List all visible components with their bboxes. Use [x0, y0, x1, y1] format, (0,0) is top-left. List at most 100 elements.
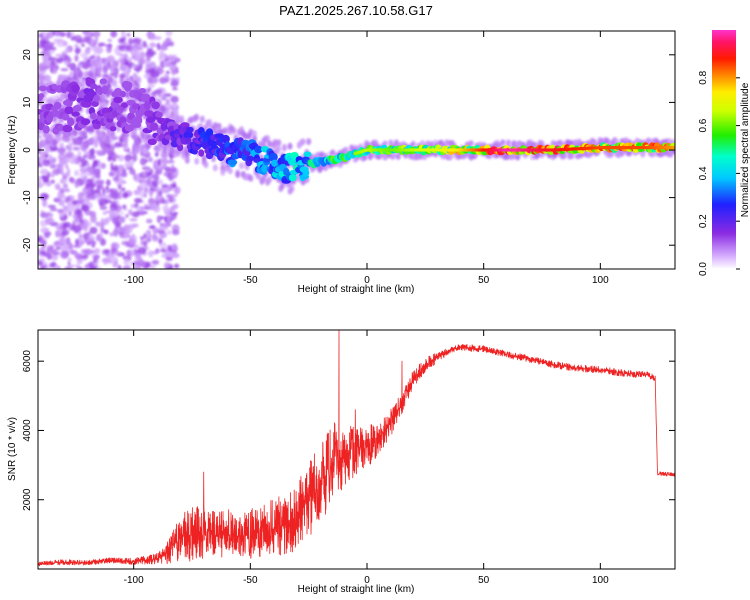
speckle-cell	[128, 38, 134, 45]
speckle-cell	[38, 175, 42, 184]
haze-cell	[444, 140, 450, 147]
haze-cell	[276, 145, 282, 153]
ridge-cell	[119, 90, 126, 98]
speckle-cell	[94, 179, 104, 186]
haze-cell	[373, 139, 379, 146]
speckle-cell	[134, 197, 143, 204]
speckle-cell	[165, 100, 170, 105]
haze-cell	[134, 137, 140, 145]
speckle-cell	[123, 207, 128, 211]
haze-cell	[235, 171, 241, 178]
speckle-cell	[119, 216, 126, 224]
y-tick-label: 4000	[22, 419, 33, 442]
haze-cell	[199, 115, 205, 123]
speckle-cell	[39, 32, 44, 39]
speckle-cell	[147, 83, 155, 88]
speckle-cell	[157, 42, 161, 51]
speckle-cell	[44, 228, 50, 232]
haze-cell	[330, 149, 336, 156]
speckle-cell	[161, 253, 169, 258]
speckle-cell	[45, 181, 52, 187]
speckle-cell	[71, 223, 76, 230]
haze-cell	[395, 153, 401, 160]
speckle-cell	[54, 240, 60, 245]
ridge-cell	[254, 145, 263, 154]
speckle-cell	[142, 40, 147, 47]
haze-cell	[627, 150, 633, 157]
speckle-cell	[59, 188, 65, 194]
speckle-cell	[69, 156, 76, 165]
speckle-cell	[148, 68, 156, 74]
ridge-cell	[155, 111, 163, 118]
speckle-cell	[128, 228, 133, 233]
ridge-cell	[261, 164, 269, 173]
haze-cell	[89, 137, 95, 145]
haze-cell	[300, 138, 306, 146]
colorbar-tick-label: 0.8	[698, 70, 709, 84]
spectrogram-y-label: Frequency (Hz)	[7, 116, 18, 185]
speckle-cell	[120, 211, 124, 216]
speckle-cell	[89, 33, 94, 38]
haze-cell	[69, 71, 75, 78]
speckle-cell	[134, 252, 141, 260]
snr-y-ticks: 2000 4000 6000	[22, 350, 675, 511]
speckle-cell	[76, 259, 83, 265]
haze-cell	[276, 139, 282, 147]
speckle-cell	[51, 157, 57, 163]
ridge-cell	[80, 118, 91, 126]
haze-cell	[500, 139, 506, 146]
speckle-cell	[68, 176, 74, 183]
speckle-cell	[63, 60, 70, 65]
spectrogram-ridge	[38, 77, 675, 184]
speckle-cell	[117, 184, 122, 190]
speckle-cell	[117, 264, 122, 269]
speckle-cell	[114, 222, 121, 229]
speckle-cell	[149, 61, 153, 66]
speckle-cell	[128, 57, 132, 63]
speckle-cell	[147, 87, 152, 92]
speckle-cell	[112, 157, 117, 162]
haze-cell	[203, 161, 209, 169]
speckle-cell	[102, 187, 106, 195]
x-tick-label: 0	[364, 575, 370, 586]
speckle-cell	[129, 249, 136, 255]
x-tick-label: 0	[364, 275, 370, 286]
speckle-cell	[161, 187, 169, 193]
speckle-cell	[143, 186, 149, 194]
speckle-cell	[100, 222, 105, 229]
haze-cell	[153, 159, 159, 167]
haze-cell	[113, 67, 119, 75]
speckle-cell	[124, 161, 131, 168]
speckle-cell	[151, 259, 160, 265]
speckle-cell	[49, 147, 59, 152]
speckle-cell	[42, 31, 47, 38]
haze-cell	[343, 146, 349, 153]
speckle-cell	[171, 164, 175, 172]
speckle-cell	[113, 73, 119, 77]
speckle-cell	[139, 51, 146, 59]
haze-cell	[173, 109, 179, 117]
haze-cell	[123, 143, 129, 151]
haze-cell	[65, 135, 71, 143]
haze-cell	[216, 122, 222, 130]
speckle-cell	[42, 40, 50, 44]
speckle-cell	[123, 258, 130, 266]
speckle-cell	[148, 202, 158, 211]
speckle-cell	[68, 264, 77, 268]
ridge-cell	[186, 126, 194, 133]
speckle-cell	[145, 33, 153, 37]
haze-cell	[102, 67, 108, 75]
speckle-cell	[111, 167, 118, 171]
speckle-cell	[103, 229, 109, 235]
speckle-cell	[76, 64, 83, 68]
ridge-cell	[71, 84, 80, 93]
haze-cell	[87, 70, 93, 78]
speckle-cell	[166, 172, 175, 180]
speckle-cell	[83, 224, 88, 232]
speckle-cell	[74, 47, 81, 55]
speckle-cell	[162, 205, 169, 213]
speckle-cell	[103, 249, 111, 253]
ridge-cell	[64, 106, 74, 115]
x-tick-label: -100	[124, 275, 144, 286]
speckle-cell	[140, 181, 147, 189]
